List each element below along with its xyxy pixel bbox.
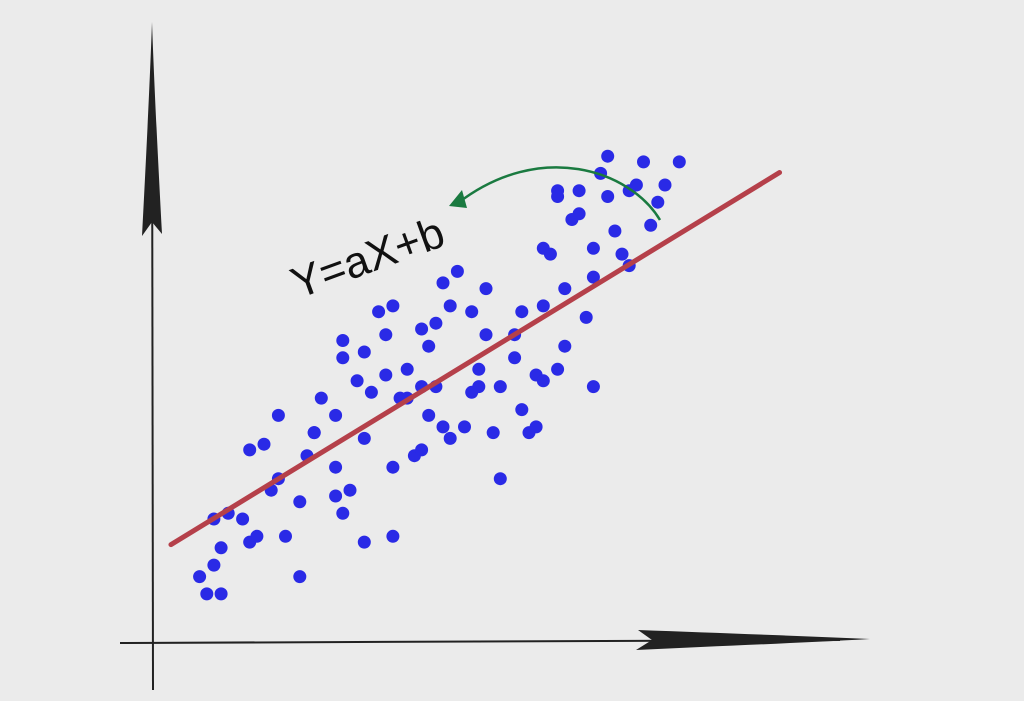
- data-point: [637, 155, 650, 169]
- data-point: [307, 426, 321, 440]
- data-point: [629, 178, 643, 192]
- data-point: [379, 368, 393, 382]
- data-point: [536, 374, 550, 388]
- data-point: [608, 224, 622, 238]
- data-point: [601, 190, 615, 203]
- data-point: [293, 570, 307, 584]
- data-point: [379, 328, 393, 342]
- data-point: [364, 385, 378, 399]
- data-point: [343, 483, 357, 497]
- data-point: [207, 558, 221, 572]
- data-point: [436, 276, 450, 290]
- data-point: [601, 149, 615, 163]
- data-point: [372, 305, 386, 319]
- data-point: [400, 362, 414, 376]
- data-point: [329, 460, 343, 474]
- data-point: [350, 374, 364, 388]
- data-point: [508, 351, 522, 365]
- data-point: [644, 218, 658, 232]
- data-point: [386, 529, 400, 543]
- data-point: [558, 339, 572, 353]
- data-point: [651, 195, 665, 209]
- data-point: [472, 362, 486, 376]
- data-point: [551, 190, 565, 203]
- data-point: [336, 506, 350, 520]
- data-point: [615, 247, 629, 261]
- data-point: [236, 512, 250, 526]
- x-axis-arrowhead: [636, 630, 870, 650]
- data-point: [486, 426, 500, 440]
- data-point: [672, 155, 686, 169]
- data-point: [357, 431, 371, 445]
- y-axis-arrowhead: [142, 22, 162, 236]
- data-point: [586, 270, 600, 284]
- data-point: [386, 460, 400, 474]
- data-point: [558, 282, 572, 296]
- annotation-arrow-curve: [457, 166, 662, 221]
- data-point: [436, 420, 450, 434]
- data-point: [586, 380, 600, 394]
- data-point: [458, 420, 471, 434]
- data-point: [658, 178, 672, 192]
- data-point: [200, 587, 214, 601]
- data-point: [214, 587, 228, 601]
- data-point: [551, 362, 565, 376]
- data-point: [515, 305, 529, 319]
- data-point: [357, 535, 371, 549]
- data-point: [572, 207, 586, 221]
- data-point: [572, 184, 586, 198]
- data-point: [543, 247, 557, 261]
- data-point: [422, 339, 436, 353]
- data-point: [586, 241, 600, 255]
- data-point: [257, 437, 271, 451]
- data-point: [479, 282, 493, 296]
- data-point: [293, 495, 307, 509]
- data-point: [415, 443, 429, 457]
- data-point: [479, 328, 493, 342]
- annotation-arrowhead: [449, 190, 467, 208]
- data-point: [443, 431, 457, 445]
- data-point: [429, 316, 443, 330]
- data-point: [193, 570, 207, 584]
- data-point: [336, 334, 350, 347]
- regression-line: [168, 170, 783, 548]
- data-point: [357, 345, 371, 359]
- data-point: [493, 472, 507, 486]
- data-points: [193, 149, 686, 601]
- data-point: [529, 420, 543, 434]
- data-point: [279, 529, 292, 543]
- data-point: [336, 351, 350, 365]
- data-point: [472, 380, 486, 394]
- data-point: [493, 380, 507, 394]
- data-point: [271, 408, 285, 422]
- data-point: [329, 489, 343, 503]
- data-point: [515, 403, 529, 417]
- data-point: [579, 310, 593, 324]
- data-point: [386, 299, 400, 313]
- data-point: [450, 264, 464, 278]
- data-point: [250, 529, 264, 543]
- annotation-arrow: [449, 166, 662, 221]
- data-point: [536, 299, 550, 313]
- data-point: [214, 541, 228, 555]
- data-point: [329, 408, 343, 422]
- data-point: [415, 322, 429, 336]
- data-point: [314, 391, 328, 405]
- data-point: [443, 299, 457, 313]
- data-point: [465, 305, 479, 319]
- data-point: [243, 443, 257, 457]
- axes: [119, 22, 870, 691]
- data-point: [422, 408, 436, 422]
